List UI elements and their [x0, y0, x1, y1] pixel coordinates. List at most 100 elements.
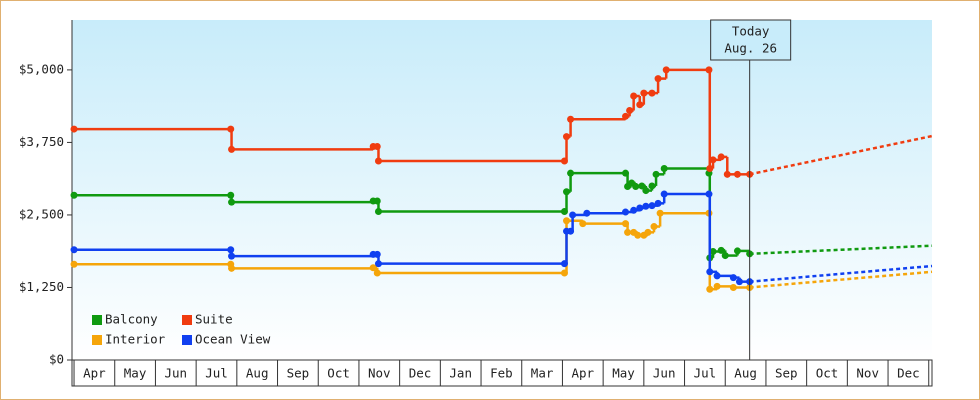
price-point	[723, 170, 731, 178]
price-point	[630, 206, 638, 214]
legend-swatch	[92, 335, 102, 345]
price-point	[706, 285, 714, 293]
price-point	[636, 101, 644, 109]
legend-label: Interior	[105, 332, 166, 347]
projection-line	[749, 244, 933, 256]
x-tick-label: Jun	[653, 366, 676, 381]
price-point	[652, 170, 660, 178]
price-point	[662, 66, 670, 74]
price-point	[735, 278, 743, 286]
x-tick-label: Aug	[246, 366, 269, 381]
price-point	[567, 169, 575, 177]
price-point	[622, 112, 630, 120]
price-point	[709, 156, 717, 164]
x-tick-label: Nov	[856, 366, 879, 381]
price-point	[563, 188, 571, 196]
x-tick-label: Aug	[734, 366, 757, 381]
price-point	[622, 169, 630, 177]
x-tick-label: May	[612, 366, 635, 381]
price-point	[374, 260, 382, 268]
price-point	[369, 264, 377, 272]
price-point	[729, 283, 737, 291]
x-tick-label: Nov	[368, 366, 391, 381]
y-tick-label: $5,000	[19, 61, 64, 76]
price-point	[227, 125, 235, 133]
price-point	[648, 182, 656, 190]
price-point	[632, 183, 640, 191]
price-point	[713, 272, 721, 280]
x-tick-label: Oct	[327, 366, 350, 381]
x-tick-label: Jul	[205, 366, 228, 381]
price-point	[706, 268, 714, 276]
price-point	[721, 252, 729, 260]
price-point	[640, 89, 648, 97]
projection-line	[749, 264, 933, 283]
projection-line	[749, 134, 933, 176]
price-point	[569, 211, 577, 219]
today-box	[710, 19, 792, 61]
price-point	[644, 228, 652, 236]
price-point	[654, 199, 662, 207]
price-point	[634, 231, 642, 239]
price-point	[227, 246, 235, 254]
price-point	[656, 209, 664, 217]
x-tick-label: Jan	[449, 366, 472, 381]
x-tick-label: Jul	[694, 366, 717, 381]
legend-label: Suite	[195, 312, 233, 327]
price-point	[228, 264, 236, 272]
y-tick-label: $3,750	[19, 134, 64, 149]
price-point	[228, 198, 236, 206]
price-point	[717, 153, 725, 161]
today-label: Today	[732, 24, 770, 39]
price-point	[583, 209, 591, 217]
y-tick-label: $0	[49, 352, 64, 367]
price-point	[563, 217, 571, 225]
price-point	[648, 89, 656, 97]
price-point	[733, 247, 741, 255]
price-point	[713, 282, 721, 290]
x-tick-label: Apr	[83, 366, 106, 381]
price-point	[567, 115, 575, 123]
price-point	[642, 202, 650, 210]
legend-swatch	[92, 315, 102, 325]
price-point	[373, 269, 381, 277]
price-point	[729, 274, 737, 282]
price-point	[374, 207, 382, 215]
x-tick-label: Apr	[572, 366, 595, 381]
price-point	[70, 191, 78, 199]
price-point	[660, 165, 668, 173]
price-point	[650, 223, 658, 231]
price-point	[624, 228, 632, 236]
x-tick-label: Feb	[490, 366, 513, 381]
price-point	[638, 182, 646, 190]
projection-line	[749, 270, 933, 289]
x-tick-label: Oct	[816, 366, 839, 381]
y-tick-label: $2,500	[19, 206, 64, 221]
price-point	[705, 66, 713, 74]
price-point	[706, 165, 714, 173]
price-point	[642, 187, 650, 195]
x-tick-label: Sep	[775, 366, 798, 381]
price-point	[733, 170, 741, 178]
x-tick-label: Dec	[897, 366, 920, 381]
legend-label: Balcony	[105, 312, 158, 327]
x-tick-label: May	[124, 366, 147, 381]
price-point	[705, 190, 713, 198]
x-tick-label: Sep	[287, 366, 310, 381]
price-point	[648, 202, 656, 210]
price-point	[228, 252, 236, 260]
price-point	[70, 260, 78, 268]
price-point	[70, 246, 78, 254]
price-point	[660, 190, 668, 198]
price-point	[717, 246, 725, 254]
legend-label: Ocean View	[195, 332, 271, 347]
y-tick-label: $1,250	[19, 279, 64, 294]
price-point	[630, 92, 638, 100]
x-axis-band	[71, 359, 933, 387]
price-point	[626, 107, 634, 115]
price-point	[560, 207, 568, 215]
plot-area	[72, 20, 932, 360]
price-point	[70, 125, 78, 133]
price-point	[563, 133, 571, 141]
